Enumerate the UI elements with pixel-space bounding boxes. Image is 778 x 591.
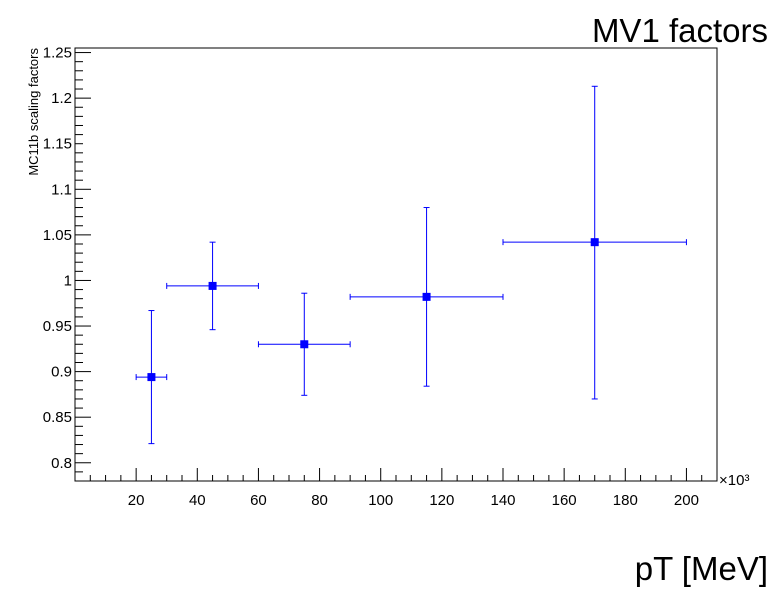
data-points: [135, 85, 687, 445]
x-tick-label: 140: [490, 492, 515, 509]
axis-ticks: 20 40 60 80 100 120 140 160 180 200 0.8 0.85 0.9 0.95…: [43, 45, 718, 509]
marker-square: [208, 281, 217, 290]
y-axis-label: MC11b scaling factors: [26, 48, 41, 176]
x-tick-label: 200: [674, 492, 699, 509]
y-tick-label: 1.2: [51, 90, 72, 107]
x-tick-label: 20: [128, 492, 145, 509]
chart-title: MV1 factors: [592, 12, 768, 49]
plot-frame: [74, 47, 718, 482]
x-tick-label: 80: [311, 492, 328, 509]
marker-square: [147, 373, 156, 382]
y-tick-label: 1.05: [43, 227, 72, 244]
y-tick-label: 1.15: [43, 136, 72, 153]
data-point: [349, 207, 504, 387]
y-tick-label: 1: [64, 272, 72, 289]
x-tick-label: 40: [189, 492, 206, 509]
x-tick-label: 100: [368, 492, 393, 509]
y-tick-label: 0.8: [51, 455, 72, 472]
data-point: [166, 241, 259, 331]
y-tick-label: 1.1: [51, 181, 72, 198]
x-tick-label: 180: [613, 492, 638, 509]
marker-square: [300, 340, 309, 349]
y-tick-label: 0.85: [43, 409, 72, 426]
data-point: [135, 310, 168, 445]
y-tick-label: 0.95: [43, 318, 72, 335]
y-tick-label: 1.25: [43, 45, 72, 62]
y-tick-label: 0.9: [51, 364, 72, 381]
marker-square: [590, 238, 599, 247]
x-tick-label: 60: [250, 492, 267, 509]
x-tick-label: 160: [552, 492, 577, 509]
data-point: [257, 292, 351, 396]
x-axis-multiplier: ×10³: [719, 472, 749, 489]
x-tick-label: 120: [429, 492, 454, 509]
x-axis-label: pT [MeV]: [635, 550, 768, 587]
data-point: [502, 85, 687, 400]
marker-square: [422, 292, 431, 301]
